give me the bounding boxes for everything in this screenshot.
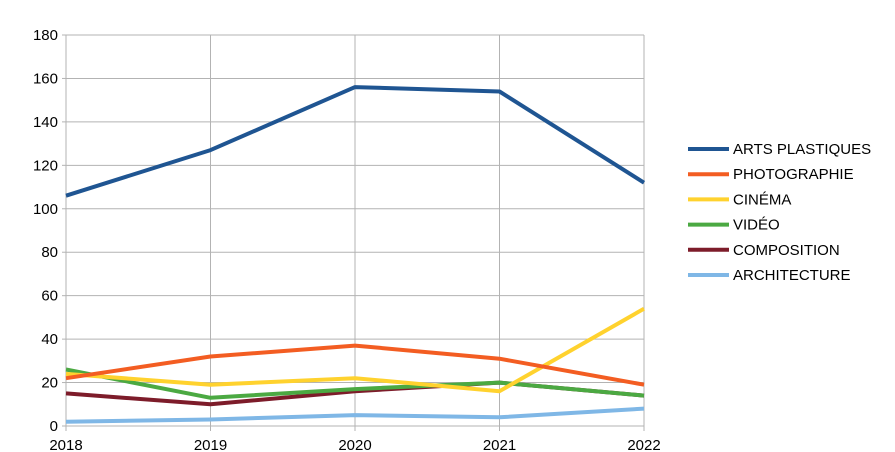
legend-item: ARCHITECTURE — [688, 267, 851, 284]
legend-label: ARTS PLASTIQUES — [733, 141, 871, 158]
legend-label: COMPOSITION — [733, 242, 840, 259]
y-tick-label: 40 — [41, 331, 58, 348]
series-line-arts-plastiques — [65, 85, 646, 198]
legend-item: CINÉMA — [688, 191, 791, 208]
x-tick-label: 2022 — [627, 437, 660, 452]
y-tick-label: 120 — [33, 157, 58, 174]
x-tick-labels: 2018 2019 2020 2021 2022 — [49, 437, 660, 452]
x-tick-label: 2019 — [194, 437, 227, 452]
series-line-photographie — [65, 343, 645, 387]
legend-item: COMPOSITION — [688, 242, 840, 259]
y-tick-label: 160 — [33, 70, 58, 87]
series-line-vid-o — [65, 367, 645, 400]
x-tick-label: 2018 — [49, 437, 82, 452]
grid — [65, 34, 645, 427]
y-tick-label: 100 — [33, 201, 58, 218]
x-tick-label: 2021 — [483, 437, 516, 452]
series-line-cin-ma — [65, 306, 645, 394]
y-tick-label: 180 — [33, 27, 58, 44]
legend-label: ARCHITECTURE — [733, 267, 851, 284]
series-line-architecture — [65, 406, 645, 424]
legend-item: VIDÉO — [688, 217, 780, 234]
series-lines — [65, 85, 646, 424]
legend-label: PHOTOGRAPHIE — [733, 166, 854, 183]
y-tick-labels: 0 20 40 60 80 100 120 140 160 180 — [33, 27, 58, 435]
legend-label: CINÉMA — [733, 191, 791, 208]
y-tick-label: 60 — [41, 288, 58, 305]
axes — [62, 34, 645, 431]
x-tick-label: 2020 — [338, 437, 371, 452]
legend-label: VIDÉO — [733, 217, 780, 234]
y-tick-label: 80 — [41, 244, 58, 261]
legend-item: ARTS PLASTIQUES — [688, 141, 871, 158]
y-tick-label: 20 — [41, 375, 58, 392]
legend: ARTS PLASTIQUES PHOTOGRAPHIE CINÉMA VIDÉO CO… — [688, 141, 871, 284]
y-tick-label: 140 — [33, 114, 58, 131]
legend-item: PHOTOGRAPHIE — [688, 166, 854, 183]
y-tick-label: 0 — [50, 418, 58, 435]
